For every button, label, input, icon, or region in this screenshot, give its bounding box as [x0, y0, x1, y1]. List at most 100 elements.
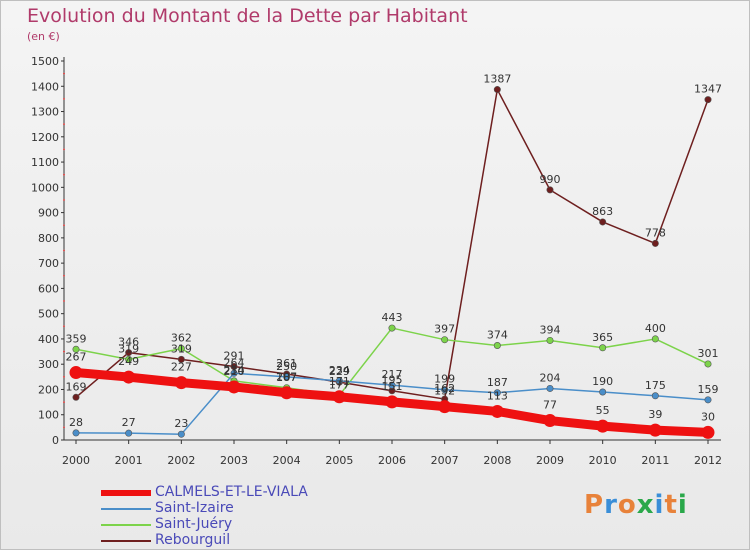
data-label: 346	[118, 336, 139, 349]
legend-swatch-calmels	[101, 490, 151, 496]
y-minor-tick	[63, 300, 65, 302]
x-tick-label: 2010	[589, 454, 617, 467]
data-label: 250	[276, 360, 297, 373]
x-tick-label: 2006	[378, 454, 406, 467]
data-label: 187	[276, 371, 297, 384]
y-minor-tick	[63, 148, 65, 151]
data-point	[230, 362, 238, 370]
chart-subtitle: (en €)	[27, 30, 60, 43]
y-minor-tick	[63, 123, 65, 126]
data-point	[543, 414, 557, 428]
data-point	[441, 336, 449, 344]
data-label: 159	[698, 383, 719, 396]
logo-letter: i	[677, 490, 688, 520]
chart-title: Evolution du Montant de la Dette par Hab…	[27, 5, 468, 27]
x-tick-label: 2000	[62, 454, 90, 467]
x-tick-label: 2003	[220, 454, 248, 467]
data-label: 301	[698, 347, 719, 360]
data-label: 169	[66, 380, 87, 393]
data-label: 187	[487, 376, 508, 389]
data-label: 234	[224, 364, 245, 377]
y-tick-label: 1400	[31, 80, 59, 93]
data-label: 249	[118, 355, 139, 368]
data-point	[438, 400, 452, 414]
data-label: 365	[592, 331, 613, 344]
y-minor-tick	[63, 350, 65, 353]
y-tick-label: 800	[38, 232, 59, 245]
data-point	[69, 366, 83, 380]
data-label: 264	[224, 356, 245, 369]
legend-swatch-rebourguil	[101, 540, 151, 542]
data-label: 990	[540, 173, 561, 186]
data-point	[177, 345, 185, 353]
y-minor-tick	[63, 375, 65, 378]
y-minor-tick	[63, 401, 65, 403]
data-label: 27	[122, 416, 136, 429]
data-point	[599, 218, 607, 226]
data-label: 151	[382, 380, 403, 393]
data-point	[704, 396, 712, 404]
y-tick-label: 100	[38, 409, 59, 422]
x-tick-label: 2007	[431, 454, 459, 467]
data-label: 319	[118, 342, 139, 355]
data-point	[704, 360, 712, 368]
legend-swatch-saint-izaire	[101, 508, 151, 510]
data-point	[388, 381, 396, 389]
data-label: 217	[382, 368, 403, 381]
data-label: 162	[434, 382, 455, 395]
data-point	[388, 324, 396, 332]
data-point	[701, 425, 715, 439]
data-point	[174, 376, 188, 390]
y-tick-label: 1500	[31, 55, 59, 68]
x-tick-label: 2002	[167, 454, 195, 467]
proxiti-logo: Proxiti	[584, 490, 688, 520]
y-minor-tick	[63, 98, 65, 100]
x-tick-label: 2012	[694, 454, 722, 467]
data-point	[332, 390, 346, 404]
data-label: 397	[434, 323, 455, 336]
y-minor-tick	[63, 224, 65, 227]
data-point	[651, 392, 659, 400]
data-point	[122, 370, 136, 384]
data-label: 55	[596, 404, 610, 417]
logo-letter: t	[664, 490, 678, 520]
legend-swatch-saint-juery	[101, 524, 151, 526]
x-tick-label: 2005	[325, 454, 353, 467]
logo-letter: r	[604, 490, 618, 520]
legend-label-calmels: CALMELS-ET-LE-VIALA	[155, 484, 308, 500]
data-point	[280, 386, 294, 400]
data-point	[493, 342, 501, 350]
y-minor-tick	[63, 249, 65, 252]
data-label: 234	[329, 364, 350, 377]
data-label: 207	[276, 371, 297, 384]
data-point	[546, 186, 554, 194]
data-point	[72, 393, 80, 401]
y-tick-label: 500	[38, 308, 59, 321]
data-label: 778	[645, 226, 666, 239]
data-point	[599, 388, 607, 396]
data-label: 443	[382, 311, 403, 324]
y-tick-label: 300	[38, 358, 59, 371]
y-tick-label: 700	[38, 257, 59, 270]
x-tick-label: 2011	[641, 454, 669, 467]
y-minor-tick	[63, 72, 65, 75]
data-label: 1347	[694, 83, 722, 96]
data-point	[651, 335, 659, 343]
y-tick-label: 1100	[31, 156, 59, 169]
data-point	[72, 429, 80, 437]
data-point	[283, 373, 291, 381]
chart-axes: 0 100 200 300 400 500 600 700 800 900 1000 1100 1200…	[31, 55, 722, 467]
data-label: 199	[434, 373, 455, 386]
data-label: 39	[648, 408, 662, 421]
data-label: 30	[701, 410, 715, 423]
data-label: 394	[540, 323, 561, 336]
data-label: 291	[224, 349, 245, 362]
data-point	[441, 386, 449, 394]
data-label: 113	[487, 389, 508, 402]
data-label: 227	[171, 361, 192, 374]
y-tick-label: 1000	[31, 181, 59, 194]
y-tick-label: 600	[38, 282, 59, 295]
data-point	[227, 380, 241, 394]
logo-letter: P	[584, 490, 605, 520]
